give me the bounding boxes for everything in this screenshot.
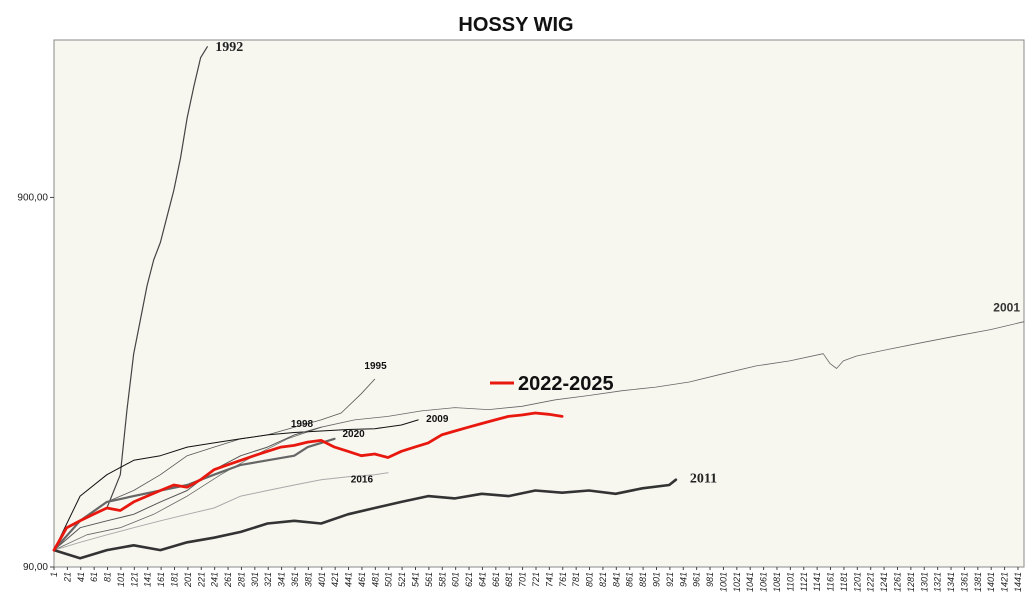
x-tick-label: 721 — [531, 572, 541, 587]
series-label-2001: 2001 — [993, 301, 1020, 315]
x-tick-label: 1081 — [772, 572, 782, 592]
x-tick-label: 401 — [317, 572, 327, 587]
x-tick-label: 681 — [504, 572, 514, 587]
x-tick-label: 21 — [62, 572, 72, 583]
x-tick-label: 761 — [558, 572, 568, 587]
x-tick-label: 1001 — [718, 572, 728, 592]
x-tick-label: 321 — [263, 572, 273, 587]
x-tick-label: 981 — [705, 572, 715, 587]
x-tick-label: 1321 — [933, 572, 943, 592]
x-tick-label: 461 — [357, 572, 367, 587]
x-tick-label: 941 — [678, 572, 688, 587]
x-tick-label: 1121 — [799, 572, 809, 591]
x-tick-label: 961 — [692, 572, 702, 587]
series-line-2009 — [53, 419, 419, 551]
x-tick-label: 181 — [169, 572, 179, 587]
x-tick-label: 1241 — [879, 572, 889, 592]
x-tick-label: 501 — [384, 572, 394, 587]
x-tick-label: 1221 — [866, 572, 876, 592]
x-tick-label: 1441 — [1013, 572, 1023, 592]
x-tick-label: 61 — [89, 572, 99, 582]
series-label-1998: 1998 — [291, 419, 314, 430]
x-tick-label: 1161 — [826, 572, 836, 591]
x-tick-label: 361 — [290, 572, 300, 587]
x-tick-label: 601 — [451, 572, 461, 587]
x-tick-label: 1381 — [973, 572, 983, 592]
x-tick-label: 1 — [49, 572, 59, 577]
y-tick-label: 900,00 — [17, 192, 48, 203]
x-tick-label: 81 — [103, 572, 113, 582]
x-tick-label: 1201 — [852, 572, 862, 592]
x-tick-label: 481 — [370, 572, 380, 587]
x-tick-label: 1061 — [759, 572, 769, 592]
x-tick-label: 281 — [236, 572, 246, 588]
x-tick-label: 261 — [223, 572, 233, 588]
x-tick-label: 821 — [598, 572, 608, 587]
x-tick-label: 1421 — [1000, 572, 1010, 592]
x-tick-label: 801 — [585, 572, 595, 587]
x-tick-label: 1401 — [986, 572, 996, 592]
x-tick-label: 101 — [116, 572, 126, 587]
x-tick-label: 621 — [464, 572, 474, 587]
x-tick-label: 921 — [665, 572, 675, 587]
series-label-2020: 2020 — [342, 429, 365, 440]
x-tick-label: 741 — [544, 572, 554, 587]
series-label-2016: 2016 — [351, 475, 374, 486]
series-line-1998 — [53, 426, 322, 551]
x-tick-label: 221 — [196, 572, 206, 588]
x-tick-label: 441 — [344, 572, 354, 587]
x-tick-label: 381 — [303, 572, 313, 587]
series-line-2016 — [53, 472, 389, 551]
x-tick-label: 341 — [277, 572, 287, 587]
series-label-1992: 1992 — [215, 40, 243, 55]
x-tick-label: 901 — [651, 572, 661, 587]
series-label-2022-2025: 2022-2025 — [518, 373, 614, 395]
x-tick-label: 1361 — [959, 572, 969, 592]
x-tick-label: 121 — [129, 572, 139, 587]
series-label-2011: 2011 — [690, 472, 717, 487]
y-tick-label: 90,00 — [23, 562, 48, 573]
x-tick-label: 781 — [571, 572, 581, 587]
x-tick-label: 141 — [143, 572, 153, 587]
plot-area — [53, 39, 1025, 568]
x-tick-label: 861 — [625, 572, 635, 587]
x-tick-label: 841 — [611, 572, 621, 587]
x-tick-label: 521 — [397, 572, 407, 587]
x-tick-label: 1041 — [745, 572, 755, 592]
x-tick-label: 201 — [183, 572, 193, 588]
x-tick-label: 1341 — [946, 572, 956, 592]
x-tick-label: 1261 — [892, 572, 902, 592]
chart-title: HOSSY WIG — [458, 14, 574, 36]
x-tick-label: 701 — [518, 572, 528, 587]
x-tick-label: 1141 — [812, 572, 822, 591]
x-tick-label: 661 — [491, 572, 501, 587]
series-label-2009: 2009 — [426, 414, 449, 425]
x-tick-label: 241 — [210, 572, 220, 588]
x-tick-label: 641 — [477, 572, 487, 587]
x-tick-label: 161 — [156, 572, 166, 587]
series-line-2022-2025 — [52, 411, 564, 552]
series-label-1995: 1995 — [364, 361, 387, 372]
x-tick-label: 301 — [250, 572, 260, 587]
x-tick-label: 421 — [330, 572, 340, 587]
x-tick-label: 581 — [437, 572, 447, 587]
x-tick-label: 1281 — [906, 572, 916, 592]
x-tick-label: 541 — [410, 572, 420, 587]
x-tick-label: 1021 — [732, 572, 742, 592]
x-tick-label: 561 — [424, 572, 434, 587]
x-tick-label: 881 — [638, 572, 648, 587]
x-tick-label: 1101 — [785, 572, 795, 591]
series-line-2020 — [52, 437, 336, 552]
x-tick-label: 41 — [76, 572, 86, 582]
series-line-2011 — [52, 478, 678, 560]
x-tick-label: 1181 — [839, 572, 849, 591]
x-tick-label: 1301 — [919, 572, 929, 592]
